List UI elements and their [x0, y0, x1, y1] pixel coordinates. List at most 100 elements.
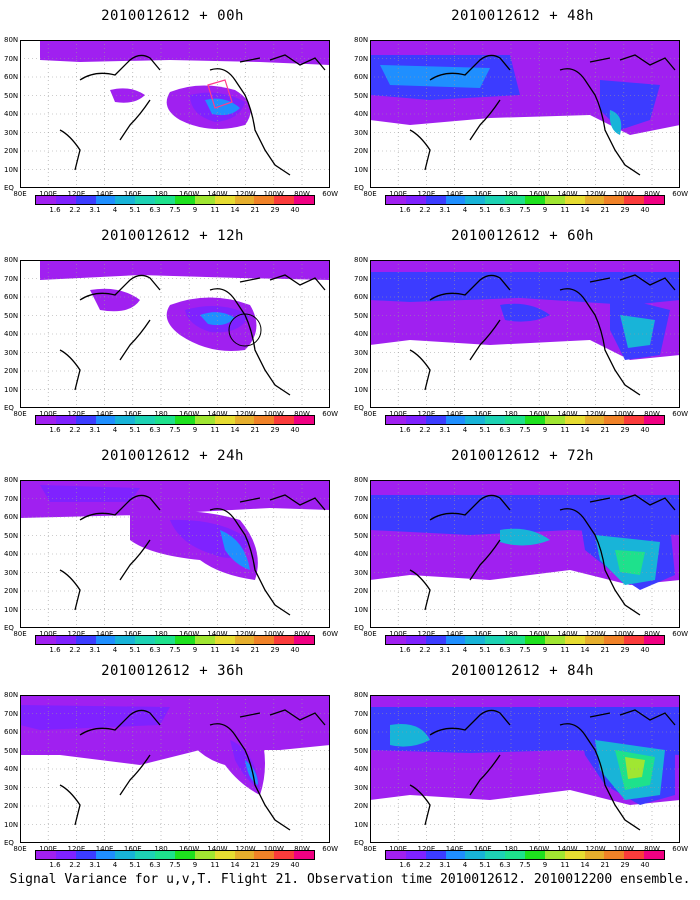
colorbar-swatch: [584, 851, 605, 859]
colorbar-swatch: [386, 636, 406, 644]
lat-label: 10N: [4, 820, 19, 829]
lat-label: 70N: [4, 274, 19, 283]
map-panel: 2010012612 + 00h 80N 70N 60N 50N 40N 30N 20N 10N…: [0, 0, 345, 225]
colorbar-swatch: [115, 416, 136, 424]
colorbar-label: 40: [290, 861, 300, 869]
colorbar-swatch: [425, 416, 446, 424]
colorbar-label: 1.6: [399, 861, 411, 869]
lat-label: 20N: [4, 587, 19, 595]
lon-label: 140W: [557, 190, 578, 198]
lon-label: 160W: [179, 190, 200, 198]
map-canvas: [20, 40, 330, 188]
coastline: [59, 274, 326, 396]
shaded-region: [40, 485, 140, 502]
lat-label: 50N: [4, 91, 19, 100]
shaded-region: [625, 757, 645, 779]
shaded-region: [500, 303, 550, 322]
colorbar-label: 1.6: [49, 426, 61, 434]
lon-label: 80W: [294, 410, 310, 418]
colorbar-label: 9: [542, 861, 548, 869]
lon-label: 160E: [473, 845, 492, 853]
colorbar-swatch: [36, 851, 56, 859]
lon-label: 120W: [235, 845, 256, 853]
colorbar-label: 1.6: [49, 206, 61, 214]
lon-label: 180: [154, 190, 168, 198]
lat-label: EQ: [4, 839, 14, 847]
lat-label: 40N: [4, 330, 19, 338]
colorbar-swatch: [175, 416, 195, 424]
colorbar-swatch: [294, 851, 315, 859]
colorbar-labels: 1.6 2.2 3.1 4 5.1 6.3 7.5 9 11 14 21 29 40: [385, 426, 665, 436]
colorbar-label: 7.5: [519, 426, 531, 434]
lon-label: 140W: [557, 410, 578, 418]
colorbar-label: 5.1: [129, 646, 141, 654]
lon-label: 180: [154, 410, 168, 418]
lat-label: 50N: [354, 746, 369, 755]
colorbar-swatch: [95, 636, 116, 644]
colorbar-swatch: [525, 196, 545, 204]
colorbar-label: 40: [290, 426, 300, 434]
colorbar-swatch: [95, 851, 116, 859]
lon-label: 100W: [613, 630, 634, 638]
colorbar-label: 29: [620, 206, 630, 214]
colorbar-label: 2.2: [69, 861, 81, 869]
map-panel: 2010012612 + 60h 80N 70N 60N 50N 40N 30N 20N 10N…: [350, 220, 695, 445]
colorbar-swatch: [294, 416, 315, 424]
shaded-region: [390, 724, 430, 747]
colorbar-swatch: [274, 196, 295, 204]
colorbar-label: 3.1: [439, 861, 451, 869]
lon-label: 100W: [263, 630, 284, 638]
panel-title: 2010012612 + 24h: [101, 448, 244, 464]
lat-label: 80N: [4, 256, 19, 264]
colorbar-label: 3.1: [439, 206, 451, 214]
lat-label: 60N: [354, 728, 369, 736]
lat-label: 80N: [354, 36, 369, 44]
lon-label: 120E: [417, 845, 436, 853]
lon-label: 100E: [389, 630, 408, 638]
lon-label: 140E: [445, 845, 464, 853]
lat-label: 30N: [354, 348, 369, 357]
panel-title: 2010012612 + 72h: [451, 448, 594, 464]
colorbar-label: 40: [290, 646, 300, 654]
colorbar-label: 9: [192, 206, 198, 214]
colorbar-label: 5.1: [479, 646, 491, 654]
colorbar-swatch: [485, 416, 506, 424]
lon-label: 140E: [445, 190, 464, 198]
colorbar-label: 21: [600, 861, 610, 869]
lat-label: EQ: [4, 404, 14, 412]
colorbar-swatch: [214, 851, 235, 859]
lon-label: 120E: [417, 630, 436, 638]
colorbar-label: 40: [640, 206, 650, 214]
colorbar-swatch: [254, 636, 275, 644]
colorbar-swatch: [36, 636, 56, 644]
colorbar-label: 1.6: [49, 646, 61, 654]
colorbar-label: 3.1: [439, 646, 451, 654]
colorbar-swatch: [155, 416, 176, 424]
colorbar-swatch: [624, 196, 645, 204]
colorbar-label: 7.5: [169, 861, 181, 869]
shaded-region: [500, 528, 550, 546]
colorbar-swatch: [525, 636, 545, 644]
colorbar-swatch: [274, 416, 295, 424]
colorbar: [385, 850, 665, 860]
colorbar-label: 29: [620, 426, 630, 434]
colorbar-swatch: [544, 196, 565, 204]
colorbar-label: 11: [210, 426, 220, 434]
lat-label: EQ: [354, 404, 364, 412]
map-canvas: [20, 480, 330, 628]
colorbar-label: 7.5: [169, 206, 181, 214]
colorbar-swatch: [505, 636, 526, 644]
lon-label: 100W: [613, 190, 634, 198]
colorbar-label: 6.3: [499, 861, 511, 869]
colorbar-labels: 1.6 2.2 3.1 4 5.1 6.3 7.5 9 11 14 21 29 40: [35, 646, 315, 656]
colorbar-label: 14: [580, 206, 590, 214]
lat-label: 70N: [4, 709, 19, 718]
colorbar-label: 4: [462, 206, 468, 214]
colorbar-label: 5.1: [129, 426, 141, 434]
colorbar-swatch: [36, 196, 56, 204]
colorbar-swatch: [624, 636, 645, 644]
colorbar-label: 7.5: [519, 861, 531, 869]
colorbar-swatch: [505, 196, 526, 204]
lon-label: 100W: [613, 410, 634, 418]
colorbar-label: 7.5: [169, 646, 181, 654]
